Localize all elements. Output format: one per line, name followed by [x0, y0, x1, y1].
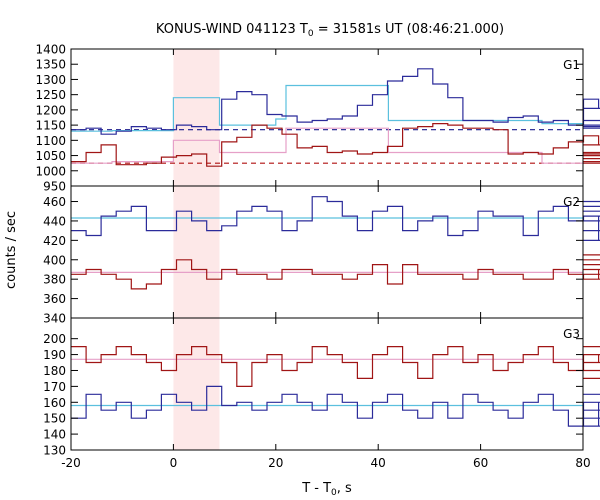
y-tick-label: 950 [43, 180, 66, 194]
panel-g3: 130 140 150 160 170 180 190 200 G3 [43, 317, 600, 458]
y-tick-label: 380 [43, 273, 66, 287]
panel-frame [70, 48, 584, 187]
y-axis-label: counts / sec [4, 211, 19, 289]
y-tick-label: 460 [43, 195, 66, 209]
y-tick-label: 190 [43, 348, 66, 362]
x-tick-label: 60 [473, 456, 488, 470]
y-tick-label: 170 [43, 380, 66, 394]
y-tick-label: 1200 [35, 103, 66, 117]
panel-label: G2 [563, 195, 580, 209]
y-tick-label: 150 [43, 412, 66, 426]
panel-frame [70, 317, 584, 451]
y-tick-label: 1050 [35, 149, 66, 163]
panel-frame [70, 185, 584, 319]
y-tick-label: 1300 [35, 73, 66, 87]
x-tick-label: 80 [575, 456, 590, 470]
y-tick-label: 1000 [35, 164, 66, 178]
y-tick-label: 1400 [35, 43, 66, 57]
y-tick-label: 360 [43, 292, 66, 306]
panel-g2: 340 360 380 400 420 440 460 G2 [43, 185, 600, 326]
y-tick-label: 200 [43, 332, 66, 346]
x-tick-label: -20 [61, 456, 81, 470]
fit-model-line [71, 84, 583, 132]
x-axis-label: T - T0, s [301, 481, 352, 498]
count-rate-histogram [71, 346, 600, 387]
y-tick-label: 1350 [35, 58, 66, 72]
y-tick-label: 1250 [35, 88, 66, 102]
panel-label: G1 [563, 58, 580, 72]
chart-title: KONUS-WIND 041123 T0 = 31581s UT (08:46:… [156, 22, 504, 39]
y-tick-label: 130 [43, 444, 66, 458]
y-tick-label: 180 [43, 364, 66, 378]
y-tick-label: 1150 [35, 119, 66, 133]
count-rate-histogram [71, 68, 600, 135]
fit-model-line [71, 127, 583, 164]
burst-interval-shade [173, 49, 220, 450]
plot-area: 950100010501100115012001250130013501400G… [35, 43, 600, 470]
y-tick-label: 160 [43, 396, 66, 410]
x-tick-label: 0 [170, 456, 178, 470]
y-tick-label: 400 [43, 253, 66, 267]
y-tick-label: 140 [43, 428, 66, 442]
y-tick-label: 1100 [35, 134, 66, 148]
panel-label: G3 [563, 327, 580, 341]
y-tick-label: 440 [43, 214, 66, 228]
count-rate-histogram [71, 196, 600, 241]
y-tick-label: 340 [43, 312, 66, 326]
x-tick-label: 20 [268, 456, 283, 470]
x-tick-label: 40 [371, 456, 386, 470]
count-rate-histogram [71, 123, 600, 167]
count-rate-histogram [71, 254, 600, 290]
y-tick-label: 420 [43, 234, 66, 248]
count-rate-histogram [71, 385, 600, 427]
